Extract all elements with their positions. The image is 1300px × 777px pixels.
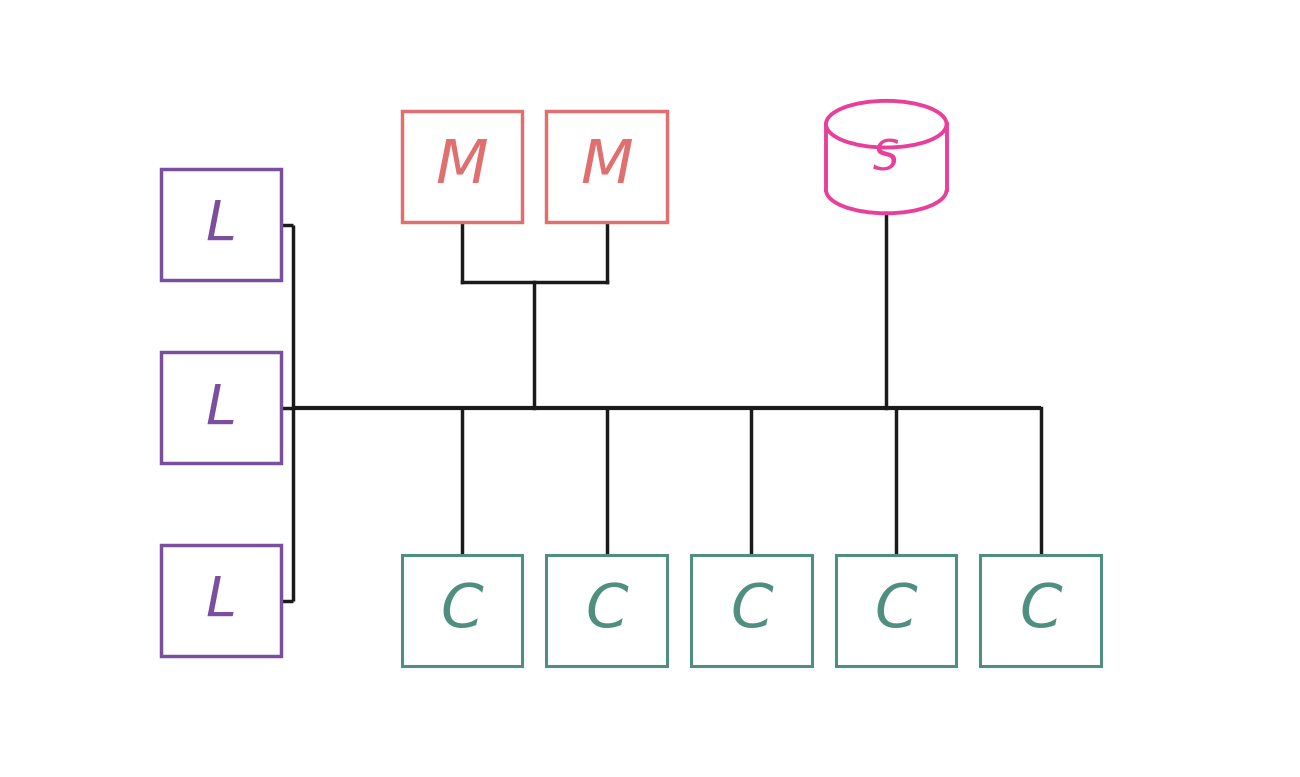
Text: S: S xyxy=(874,138,900,180)
Text: C: C xyxy=(1019,580,1062,639)
FancyBboxPatch shape xyxy=(161,169,281,280)
FancyBboxPatch shape xyxy=(980,555,1101,666)
FancyBboxPatch shape xyxy=(161,352,281,463)
Text: C: C xyxy=(729,580,772,639)
FancyBboxPatch shape xyxy=(402,555,523,666)
Text: L: L xyxy=(205,198,237,251)
Text: L: L xyxy=(205,574,237,627)
Text: M: M xyxy=(436,138,489,197)
FancyBboxPatch shape xyxy=(546,111,667,222)
Text: L: L xyxy=(205,382,237,434)
FancyBboxPatch shape xyxy=(692,555,811,666)
Text: C: C xyxy=(441,580,484,639)
Ellipse shape xyxy=(826,101,946,148)
FancyBboxPatch shape xyxy=(546,555,667,666)
FancyBboxPatch shape xyxy=(836,555,957,666)
Text: C: C xyxy=(585,580,628,639)
Text: M: M xyxy=(580,138,633,197)
FancyBboxPatch shape xyxy=(161,545,281,656)
Bar xyxy=(826,124,946,190)
Text: C: C xyxy=(875,580,918,639)
FancyBboxPatch shape xyxy=(402,111,523,222)
